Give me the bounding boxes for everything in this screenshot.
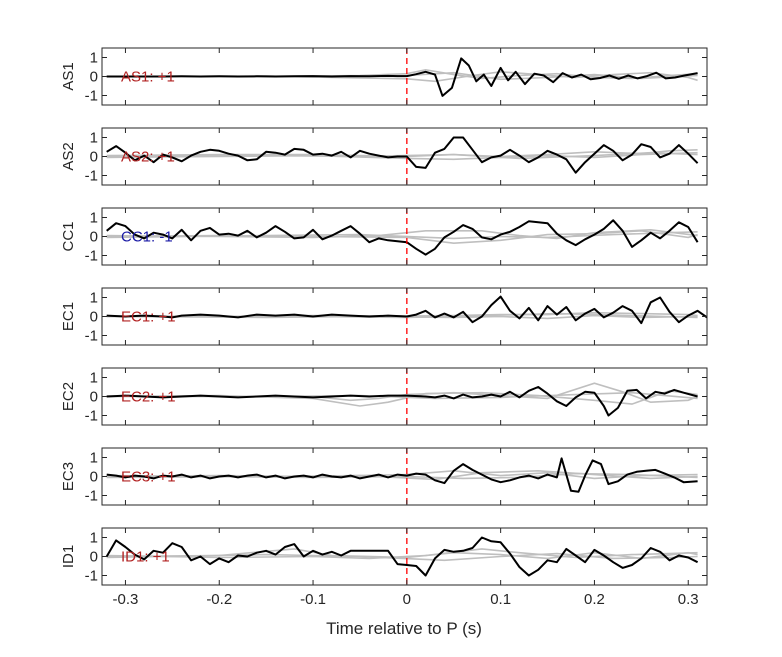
panel-as2: 1 0 -1 AS2 AS2: +1 xyxy=(60,127,708,186)
y-tick-label: 1 xyxy=(90,370,98,387)
y-axis-label: EC3 xyxy=(60,462,77,491)
y-tick-label: 0 xyxy=(90,229,98,246)
y-tick-label: 0 xyxy=(90,149,98,166)
x-tick-label: 0.3 xyxy=(678,591,699,608)
y-tick-label: 0 xyxy=(90,69,98,86)
x-tick-label: -0.1 xyxy=(300,591,326,608)
panel-ec1: 1 0 -1 EC1 EC1: +1 xyxy=(60,287,708,346)
x-tick-label: -0.3 xyxy=(113,591,139,608)
y-tick-label: -1 xyxy=(85,248,98,265)
station-annotation: EC1: +1 xyxy=(121,309,176,326)
y-tick-label: -1 xyxy=(85,168,98,185)
background-trace xyxy=(106,472,698,480)
y-tick-label: -1 xyxy=(85,408,98,425)
x-tick-label: 0.1 xyxy=(490,591,511,608)
y-tick-label: -1 xyxy=(85,328,98,345)
trace-ec3 xyxy=(106,457,698,493)
x-axis-label: Time relative to P (s) xyxy=(326,619,482,638)
y-tick-label: 0 xyxy=(90,389,98,406)
trace-as1 xyxy=(106,57,698,97)
y-axis-label: AS2 xyxy=(60,142,77,170)
y-tick-label: 1 xyxy=(90,530,98,547)
station-annotation: AS1: +1 xyxy=(121,69,175,86)
panel-ec3: 1 0 -1 EC3 EC3: +1 xyxy=(60,447,708,506)
background-trace xyxy=(106,151,698,160)
station-annotation: EC3: +1 xyxy=(121,469,176,486)
y-tick-label: 1 xyxy=(90,450,98,467)
y-tick-label: 1 xyxy=(90,210,98,227)
trace-ec2 xyxy=(106,386,698,417)
panel-cc1: 1 0 -1 CC1 CC1: -1 xyxy=(60,207,708,266)
trace-ec1 xyxy=(106,295,707,325)
background-trace xyxy=(106,389,698,407)
y-axis-label: EC2 xyxy=(60,382,77,411)
y-tick-label: 1 xyxy=(90,130,98,147)
y-tick-label: 1 xyxy=(90,290,98,307)
panel-as1: 1 0 -1 AS1 AS1: +1 xyxy=(60,47,708,106)
y-tick-label: -1 xyxy=(85,488,98,505)
station-annotation: ID1: +1 xyxy=(121,549,170,566)
station-annotation: AS2: +1 xyxy=(121,149,175,166)
y-tick-label: 0 xyxy=(90,549,98,566)
y-axis-label: CC1 xyxy=(60,221,77,251)
panel-ec2: 1 0 -1 EC2 EC2: +1 xyxy=(60,367,708,426)
background-trace xyxy=(106,228,698,240)
trace-cc1 xyxy=(106,219,699,256)
background-trace xyxy=(106,548,698,560)
y-tick-label: 0 xyxy=(90,309,98,326)
y-tick-label: 1 xyxy=(90,50,98,67)
background-trace xyxy=(106,70,698,83)
y-axis-label: AS1 xyxy=(60,62,77,90)
x-tick-label: -0.2 xyxy=(206,591,232,608)
station-annotation: CC1: -1 xyxy=(121,229,173,246)
x-tick-label: 0.2 xyxy=(584,591,605,608)
panels: 1 0 -1 AS1 AS1: +1 1 0 -1 AS2 AS2: +1 1 0 -1 CC1 CC1: … xyxy=(60,47,708,586)
x-axis: -0.3 -0.2 -0.1 0 0.1 0.2 0.3 xyxy=(113,591,699,608)
station-annotation: EC2: +1 xyxy=(121,389,176,406)
background-trace xyxy=(106,552,698,562)
trace-as2 xyxy=(106,136,699,174)
y-tick-label: -1 xyxy=(85,568,98,585)
y-axis-label: EC1 xyxy=(60,302,77,331)
y-axis-label: ID1 xyxy=(60,545,77,568)
panel-id1: 1 0 -1 ID1 ID1: +1 xyxy=(60,527,708,586)
x-tick-label: 0 xyxy=(403,591,411,608)
y-tick-label: 0 xyxy=(90,469,98,486)
trace-id1 xyxy=(105,536,699,577)
y-tick-label: -1 xyxy=(85,88,98,105)
